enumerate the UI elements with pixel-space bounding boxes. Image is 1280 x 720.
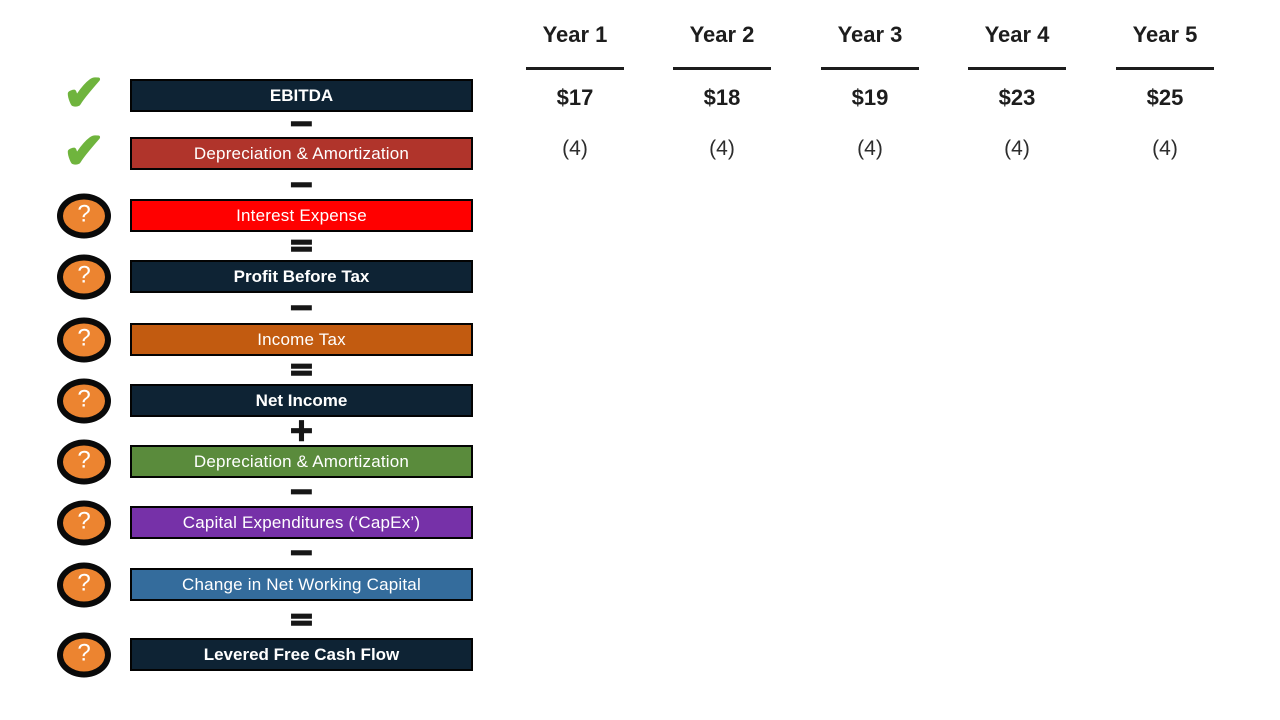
row-label: Levered Free Cash Flow xyxy=(203,644,400,664)
row-depreciation-amortization-addback: ? Depreciation & Amortization xyxy=(0,439,520,484)
row-bar: Depreciation & Amortization xyxy=(130,137,473,170)
row-bar: Change in Net Working Capital xyxy=(130,568,473,601)
year-underline xyxy=(821,67,919,70)
row-label: Capital Expenditures (‘CapEx’) xyxy=(182,512,421,532)
row-change-in-net-working-capital: ? Change in Net Working Capital xyxy=(0,562,520,607)
row-net-income: ? Net Income xyxy=(0,378,520,423)
year-column-1: Year 1 $17 (4) xyxy=(515,22,635,202)
row-ebitda: ✔ EBITDA xyxy=(0,67,520,119)
row-bar: Levered Free Cash Flow xyxy=(130,638,473,671)
question-glyph: ? xyxy=(77,324,91,352)
ebitda-value: $25 xyxy=(1146,85,1184,110)
ebitda-value: $17 xyxy=(556,85,594,110)
question-icon[interactable]: ? xyxy=(57,500,111,545)
ebitda-value: $19 xyxy=(851,85,889,110)
year-header: Year 2 xyxy=(689,22,755,47)
ebitda-value: $18 xyxy=(703,85,741,110)
question-glyph: ? xyxy=(77,385,91,413)
row-depreciation-amortization: ✔ Depreciation & Amortization xyxy=(0,125,520,177)
year-header: Year 4 xyxy=(984,22,1050,47)
year-column-2: Year 2 $18 (4) xyxy=(662,22,782,202)
row-profit-before-tax: ? Profit Before Tax xyxy=(0,254,520,299)
row-bar: Income Tax xyxy=(130,323,473,356)
year-header: Year 5 xyxy=(1132,22,1198,47)
row-label: Depreciation & Amortization xyxy=(193,451,410,471)
da-value: (4) xyxy=(709,137,735,160)
check-icon: ✔ xyxy=(57,121,111,181)
question-glyph: ? xyxy=(77,639,91,667)
check-glyph: ✔ xyxy=(62,121,106,180)
check-glyph: ✔ xyxy=(62,63,106,122)
da-value: (4) xyxy=(857,137,883,160)
question-icon[interactable]: ? xyxy=(57,317,111,362)
year-underline xyxy=(673,67,771,70)
question-icon[interactable]: ? xyxy=(57,193,111,238)
year-header: Year 3 xyxy=(837,22,903,47)
row-label: Income Tax xyxy=(257,329,346,349)
row-label: Change in Net Working Capital xyxy=(182,574,421,594)
question-icon[interactable]: ? xyxy=(57,562,111,607)
operator-minus: − xyxy=(288,289,315,326)
row-bar: Profit Before Tax xyxy=(130,260,473,293)
da-value: (4) xyxy=(562,137,588,160)
operator-minus: − xyxy=(288,473,315,510)
question-glyph: ? xyxy=(77,569,91,597)
question-icon[interactable]: ? xyxy=(57,439,111,484)
da-value: (4) xyxy=(1004,137,1030,160)
question-glyph: ? xyxy=(77,446,91,474)
row-income-tax: ? Income Tax xyxy=(0,317,520,362)
operator-minus: − xyxy=(288,166,315,203)
question-icon[interactable]: ? xyxy=(57,632,111,677)
operator-equals: = xyxy=(288,227,315,264)
row-bar: Capital Expenditures (‘CapEx’) xyxy=(130,506,473,539)
year-underline xyxy=(968,67,1066,70)
operator-equals: = xyxy=(288,351,315,388)
row-bar: Interest Expense xyxy=(130,199,473,232)
row-label: EBITDA xyxy=(269,85,334,105)
check-icon: ✔ xyxy=(57,63,111,123)
row-interest-expense: ? Interest Expense xyxy=(0,193,520,238)
row-label: Depreciation & Amortization xyxy=(193,143,410,163)
question-glyph: ? xyxy=(77,507,91,535)
operator-minus: − xyxy=(288,534,315,571)
question-icon[interactable]: ? xyxy=(57,254,111,299)
row-bar: Depreciation & Amortization xyxy=(130,445,473,478)
row-levered-free-cash-flow: ? Levered Free Cash Flow xyxy=(0,632,520,677)
operator-plus: + xyxy=(288,412,315,449)
operator-equals: = xyxy=(288,601,315,638)
year-column-3: Year 3 $19 (4) xyxy=(810,22,930,202)
question-icon[interactable]: ? xyxy=(57,378,111,423)
row-label: Interest Expense xyxy=(236,205,367,225)
row-bar: Net Income xyxy=(130,384,473,417)
year-underline xyxy=(526,67,624,70)
row-label: Net Income xyxy=(255,390,348,410)
row-label: Profit Before Tax xyxy=(233,266,370,286)
question-glyph: ? xyxy=(77,200,91,228)
year-column-4: Year 4 $23 (4) xyxy=(957,22,1077,202)
year-underline xyxy=(1116,67,1214,70)
row-capital-expenditures: ? Capital Expenditures (‘CapEx’) xyxy=(0,500,520,545)
ebitda-value: $23 xyxy=(998,85,1036,110)
row-bar: EBITDA xyxy=(130,79,473,112)
year-column-5: Year 5 $25 (4) xyxy=(1105,22,1225,202)
operator-minus: − xyxy=(288,105,315,142)
da-value: (4) xyxy=(1152,137,1178,160)
year-header: Year 1 xyxy=(542,22,608,47)
question-glyph: ? xyxy=(77,261,91,289)
